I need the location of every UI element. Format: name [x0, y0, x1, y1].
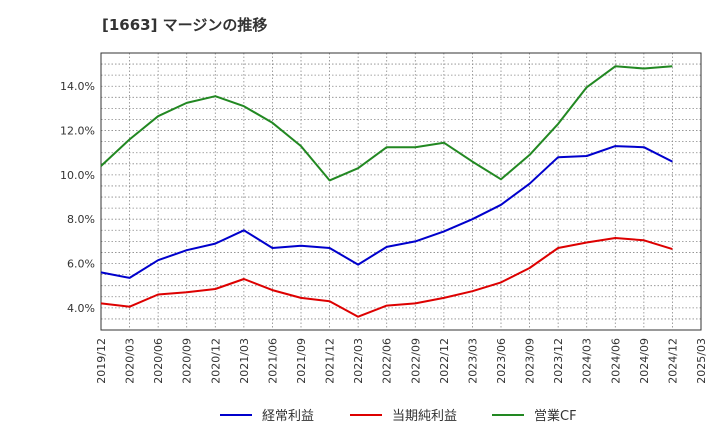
axes: [100, 52, 702, 331]
y-tick-label: 10.0%: [60, 169, 95, 182]
plot-frame: [100, 52, 702, 331]
y-tick-labels: 4.0% 6.0% 8.0% 10.0% 12.0% 14.0%: [60, 80, 95, 315]
x-tick-label: 2023/12: [552, 338, 565, 384]
y-tick-label: 8.0%: [67, 213, 95, 226]
x-tick-label: 2021/09: [295, 338, 308, 384]
legend: 経常利益 当期純利益 営業CF: [220, 408, 577, 424]
x-tick-label: 2019/12: [95, 338, 108, 384]
x-tick-label: 2025/03: [695, 338, 708, 384]
x-tick-label: 2020/03: [124, 338, 137, 384]
y-tick-label: 14.0%: [60, 80, 95, 93]
x-tick-label: 2024/09: [638, 338, 651, 384]
x-tick-label: 2023/09: [524, 338, 537, 384]
grid-lines: [100, 52, 702, 331]
y-tick-label: 12.0%: [60, 125, 95, 138]
x-tick-label: 2021/06: [266, 338, 279, 384]
x-tick-label: 2020/09: [181, 338, 194, 384]
legend-label: 経常利益: [262, 409, 314, 424]
x-tick-label: 2024/06: [609, 338, 622, 384]
x-tick-label: 2020/12: [209, 338, 222, 384]
x-tick-label: 2020/06: [152, 338, 165, 384]
x-tick-label: 2022/03: [352, 338, 365, 384]
series-lines: [100, 65, 673, 318]
x-tick-label: 2024/03: [581, 338, 594, 384]
x-tick-label: 2022/09: [409, 338, 422, 384]
legend-label: 営業CF: [534, 408, 577, 424]
y-tick-label: 6.0%: [67, 258, 95, 271]
series-line-2: [100, 237, 673, 318]
x-tick-label: 2022/12: [438, 338, 451, 384]
legend-label: 当期純利益: [392, 409, 457, 424]
x-tick-label: 2021/12: [324, 338, 337, 384]
x-tick-label: 2023/03: [466, 338, 479, 384]
series-line-1: [100, 145, 673, 279]
x-tick-label: 2022/06: [381, 338, 394, 384]
chart-title: [1663] マージンの推移: [102, 16, 268, 34]
y-tick-label: 4.0%: [67, 302, 95, 315]
series-line-3: [100, 65, 673, 182]
x-tick-label: 2023/06: [495, 338, 508, 384]
x-tick-label: 2024/12: [666, 338, 679, 384]
x-tick-labels: 2019/12 2020/03 2020/06 2020/09 2020/12 2021/…: [95, 338, 708, 384]
x-tick-label: 2021/03: [238, 338, 251, 384]
